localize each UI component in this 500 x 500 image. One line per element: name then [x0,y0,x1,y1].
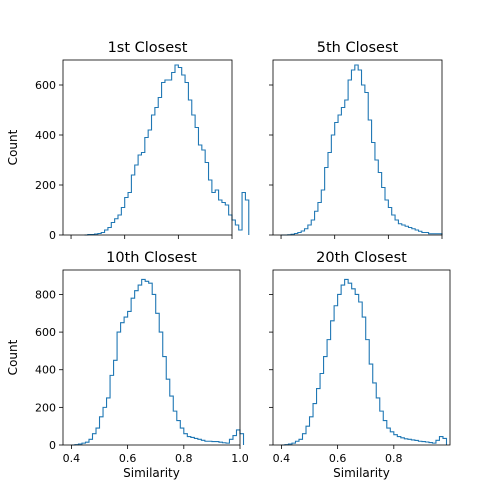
panel-1st-closest: 1st Closest 0 200 400 600 Count [6,40,250,242]
panel-title: 20th Closest [316,250,407,266]
axes-frame [272,59,443,236]
x-tick-label: 0.6 [119,452,137,465]
y-tick-label: 600 [35,326,56,339]
x-tick-label: 0.8 [175,452,193,465]
y-tick-label: 200 [35,401,56,414]
histogram-series [281,64,443,236]
x-axis-label: Similarity [123,466,180,480]
y-tick-label: 400 [35,364,56,377]
x-tick-label: 0.6 [329,452,347,465]
x-tick-label: 0.8 [385,452,403,465]
y-tick-label: 200 [35,179,56,192]
panel-title: 10th Closest [106,250,197,266]
histogram-series [71,278,245,446]
panel-title: 5th Closest [317,40,399,56]
y-tick-label: 0 [49,439,56,452]
x-tick-label: 0.4 [63,452,81,465]
axes-frame [272,269,451,446]
y-tick-label: 0 [49,229,56,242]
x-axis-label: Similarity [333,466,390,480]
y-tick-label: 400 [35,129,56,142]
axes-frame [62,59,233,236]
x-tick-label: 0.4 [273,452,291,465]
y-axis-label: Count [6,129,20,165]
panel-10th-closest: 10th Closest 0 200 400 600 800 0.4 0.6 0.8 1.0 Sim… [6,250,249,480]
axes-frame [62,269,241,446]
y-tick-label: 800 [35,288,56,301]
y-axis-label: Count [6,339,20,375]
y-tick-label: 600 [35,79,56,92]
panel-title: 1st Closest [108,40,188,56]
histogram-series [84,64,250,236]
x-tick-label: 1.0 [231,452,249,465]
panel-5th-closest: 5th Closest [269,40,443,239]
histogram-series [281,278,448,446]
